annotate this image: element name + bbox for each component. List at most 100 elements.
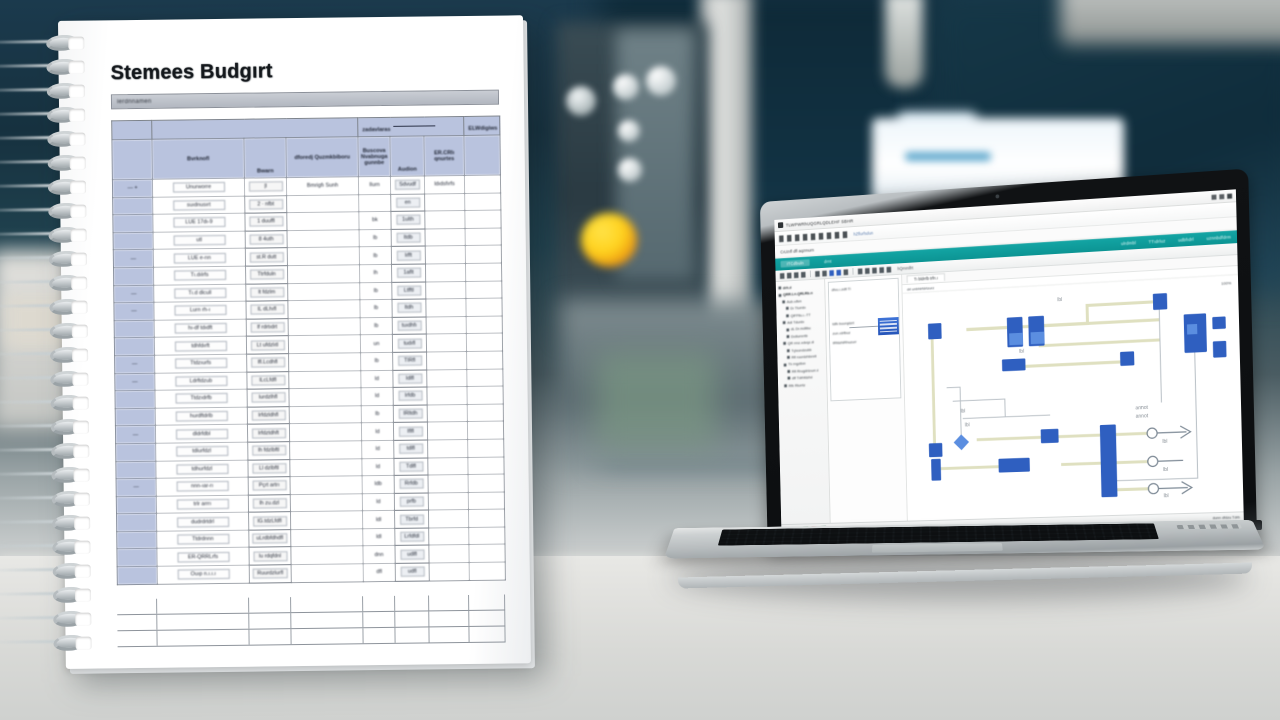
table-cell-c4: ldl (362, 528, 395, 547)
diagram-canvas[interactable]: Tı bldrrlb trfrı.ı drl unbhlrfdrtzurz 10… (902, 255, 1244, 521)
laptop: TLWPWRhUQGRLQDLEHF SBHR hZflurfsdun CıUz… (660, 168, 1266, 628)
table-cell-c5: Ltfftl (391, 281, 426, 300)
toolbar-icon[interactable] (842, 230, 848, 238)
table-cell-c2: Ruurdzlurfl (249, 564, 292, 583)
tab-active[interactable]: ITCdbuln (780, 259, 811, 268)
secondary-toolbar-icon[interactable] (864, 267, 870, 274)
property-label: dfvu.ı.zdfl Tl (831, 286, 851, 293)
punch-hole (75, 612, 92, 626)
secondary-toolbar-icon[interactable] (801, 271, 806, 278)
table-cell-c2: Ll dzlbftl (247, 459, 291, 478)
laptop-trackpad[interactable] (871, 543, 1003, 553)
properties-panel[interactable]: dfvu.ı.zdfl Tl tdflı buurqdzrt zurı.ıdrf… (825, 274, 908, 523)
tab-right-3[interactable]: udbfıdrl (1178, 236, 1194, 243)
page-title: Stemees Budgırt (110, 60, 273, 85)
tab-right-2[interactable]: TTıdrluz (1148, 238, 1166, 245)
budget-table: zadavlaras ELWdigiws Bvrknofl Bwarn dfor… (111, 116, 506, 585)
network-topology-diagram[interactable]: annot annot lbl lbl lbl lbl lbl lbl lbl (903, 277, 1244, 521)
table-cell-c6 (425, 281, 466, 300)
secondary-toolbar-icon[interactable] (836, 269, 842, 276)
topology-endpoints (1147, 426, 1192, 495)
table-cell-c5: Sdvudf (390, 175, 425, 194)
punch-hole (69, 132, 86, 146)
secondary-toolbar-icon[interactable] (793, 271, 799, 278)
secondary-toolbar-icon[interactable] (879, 266, 884, 273)
table-cell-c5: lıfft (391, 246, 426, 265)
table-cell-c5: Lrfdfdl (394, 527, 429, 546)
table-cell-c6 (426, 333, 467, 352)
table-cell-c5: lrfdb (393, 387, 428, 406)
secondary-toolbar-label: hQrnmlfrt (897, 265, 914, 272)
table-cell-c0 (114, 320, 155, 339)
table-cell-c1: Tı.dılrfs (153, 266, 246, 285)
window-controls[interactable] (1211, 193, 1233, 200)
table-cell-c2: lurdzlhfl (247, 388, 290, 407)
tree-bullet-icon (786, 314, 789, 318)
table-cell-c5: Idlfl (392, 369, 428, 388)
punch-hole (70, 204, 87, 218)
table-cell-c3 (287, 282, 360, 301)
topology-annotations: annot annot lbl lbl lbl lbl lbl lbl lbl (961, 297, 1169, 500)
table-cell-c2: lG.tdzLfdfl (248, 511, 291, 531)
table-cell-c6 (424, 193, 465, 212)
punch-hole (70, 228, 87, 242)
maximize-icon[interactable] (1219, 193, 1225, 199)
punch-hole (71, 324, 88, 338)
table-cell-c0: — (116, 478, 157, 497)
table-cell-c6 (428, 509, 469, 528)
table-cell-c1: utl (153, 230, 246, 250)
secondary-toolbar-icon[interactable] (822, 270, 827, 277)
laptop-keyboard[interactable] (717, 523, 1159, 546)
secondary-toolbar-icon[interactable] (872, 267, 877, 274)
secondary-toolbar-icon[interactable] (886, 266, 892, 273)
secondary-toolbar-icon[interactable] (786, 272, 792, 279)
table-cell-c1: Ldrftdzub (154, 371, 248, 391)
table-cell-c0: — (115, 425, 156, 444)
table-cell-c0 (113, 267, 154, 286)
toolbar-icon[interactable] (834, 231, 840, 239)
secondary-toolbar-icon[interactable] (857, 267, 863, 274)
engineering-app-window: TLWPWRhUQGRLQDLEHF SBHR hZflurfsdun CıUz… (774, 189, 1244, 535)
close-icon[interactable] (1227, 193, 1233, 199)
toolbar-icon[interactable] (810, 232, 816, 240)
table-cell-c3 (287, 299, 361, 319)
background-knob-icon (618, 120, 640, 142)
table-cell-c6 (428, 492, 469, 511)
table-cell-c2: lh fdzlbftl (247, 441, 290, 460)
table-cell-c0 (114, 337, 155, 356)
tree-node[interactable]: Rflı Rlurrtz (781, 380, 825, 389)
toolbar-icon[interactable] (786, 234, 792, 242)
table-cell-c0 (115, 443, 156, 462)
tree-bullet-icon (786, 328, 790, 332)
table-footer-lines (117, 594, 506, 647)
table-cell-c1: dudrdrtdrl (156, 512, 249, 532)
minimize-icon[interactable] (1211, 194, 1217, 200)
tab-secondary[interactable]: drnt (824, 258, 832, 265)
toolbar-icon[interactable] (802, 233, 808, 241)
tab-right-1[interactable]: ulrdmbl (1120, 240, 1137, 247)
tree-bullet-icon (787, 377, 791, 381)
topology-nodes[interactable] (926, 290, 1230, 502)
toolbar-icon[interactable] (818, 232, 824, 240)
toolbar-icon[interactable] (794, 233, 800, 241)
toolbar-icon[interactable] (826, 231, 832, 239)
table-cell-c6 (426, 369, 468, 388)
column-header: Buscova Nvabnuga gunnbe (357, 136, 391, 177)
tab-right-4[interactable]: uznnbdfdrm (1206, 234, 1232, 241)
table-cell-c6 (426, 351, 467, 370)
table-cell-c6 (424, 210, 466, 229)
table-cell-c7 (468, 474, 505, 493)
canvas-tab[interactable]: Tı bldrrlb trfrı.ı (906, 272, 946, 284)
table-cell-c4: bk (358, 211, 392, 230)
secondary-toolbar-icon[interactable] (843, 268, 849, 275)
secondary-toolbar-icon[interactable] (829, 269, 834, 276)
toolbar-icon[interactable] (779, 234, 784, 242)
table-cell-c7 (467, 438, 504, 457)
table-cell-c6 (428, 527, 469, 546)
project-tree-panel[interactable]: drh.ıl QRR.Lrı.QRLRb.rı Aub.ıdtvn Dı Tlurnb… (775, 279, 831, 525)
tree-bullet-icon (783, 342, 786, 346)
table-cell-c5: ltdh (391, 299, 427, 318)
secondary-toolbar-icon[interactable] (815, 270, 820, 277)
table-cell-c1: dldrfdbl (155, 424, 248, 444)
secondary-toolbar-icon[interactable] (779, 272, 785, 279)
